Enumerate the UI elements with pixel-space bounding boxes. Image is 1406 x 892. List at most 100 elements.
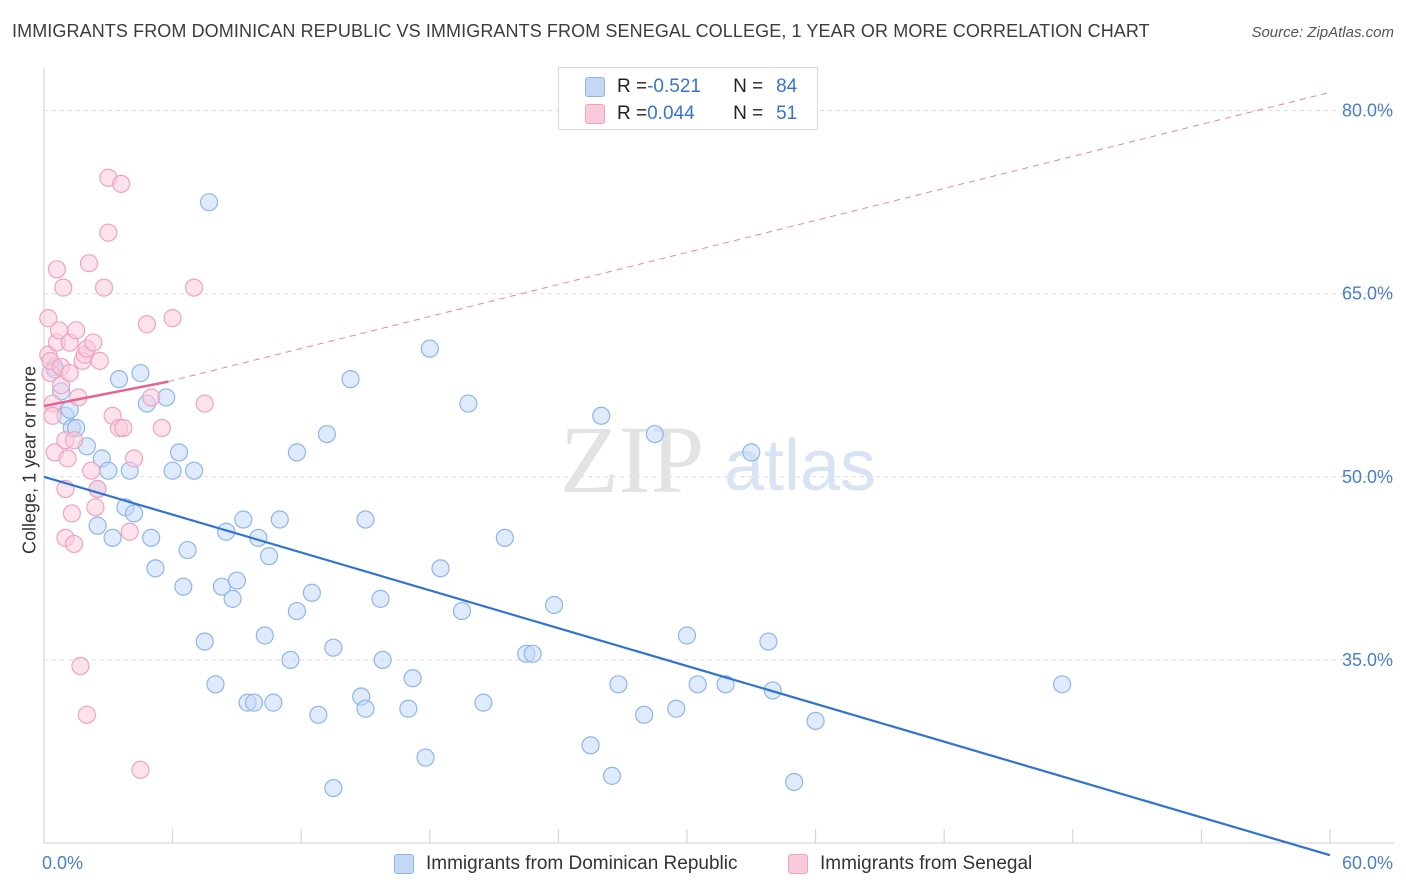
watermark-atlas: atlas bbox=[724, 426, 876, 506]
watermark-zip: ZIP bbox=[560, 406, 704, 513]
point-s0-43 bbox=[287, 601, 307, 621]
point-s0-69 bbox=[592, 406, 611, 425]
point-s1-47 bbox=[152, 418, 171, 438]
point-s1-45 bbox=[137, 315, 156, 334]
point-s0-48 bbox=[324, 778, 343, 798]
point-s0-26 bbox=[184, 461, 204, 480]
chart-title: IMMIGRANTS FROM DOMINICAN REPUBLIC VS IM… bbox=[12, 21, 1150, 41]
point-s0-75 bbox=[677, 626, 697, 645]
point-s1-21 bbox=[64, 534, 84, 554]
legend-n-label-1: N = bbox=[733, 103, 764, 124]
point-s0-17 bbox=[131, 363, 150, 383]
point-s0-83 bbox=[1052, 675, 1072, 694]
point-s0-12 bbox=[99, 461, 118, 480]
point-s0-16 bbox=[124, 504, 144, 523]
point-s0-62 bbox=[459, 394, 478, 413]
point-s1-27 bbox=[77, 705, 96, 724]
point-s1-50 bbox=[195, 394, 214, 413]
point-s1-40 bbox=[112, 174, 131, 193]
y-tick-label-1: 65.0% bbox=[1342, 284, 1393, 304]
point-s1-35 bbox=[94, 278, 114, 297]
series-legend-label-1: Immigrants from Senegal bbox=[820, 853, 1033, 874]
point-s0-81 bbox=[785, 772, 804, 792]
point-s0-79 bbox=[759, 632, 778, 651]
point-s1-19 bbox=[62, 504, 81, 523]
point-s0-72 bbox=[635, 705, 654, 724]
point-s0-53 bbox=[356, 510, 375, 529]
point-s0-52 bbox=[356, 699, 375, 718]
axes bbox=[43, 68, 1394, 844]
point-s1-42 bbox=[120, 522, 139, 541]
point-s0-19 bbox=[142, 528, 161, 547]
point-s0-73 bbox=[645, 424, 664, 444]
point-s1-48 bbox=[163, 309, 182, 328]
point-s0-70 bbox=[602, 766, 622, 785]
point-s0-39 bbox=[259, 547, 279, 566]
point-s0-71 bbox=[609, 675, 628, 694]
point-s0-61 bbox=[452, 601, 472, 621]
point-s0-63 bbox=[474, 693, 493, 712]
y-tick-label-2: 50.0% bbox=[1342, 467, 1393, 487]
trend-line-1 bbox=[43, 380, 169, 408]
point-s1-16 bbox=[58, 449, 77, 468]
legend-n-value-1: 51 bbox=[776, 103, 798, 124]
point-s0-60 bbox=[431, 559, 450, 578]
legend-r-value-0: -0.521 bbox=[647, 76, 701, 97]
point-s0-78 bbox=[742, 443, 761, 462]
point-s0-54 bbox=[371, 589, 390, 608]
point-s0-66 bbox=[523, 644, 542, 663]
watermark: ZIP atlas bbox=[560, 406, 876, 513]
gridlines bbox=[44, 110, 1394, 661]
legend-swatch-0 bbox=[585, 77, 605, 97]
point-s1-12 bbox=[54, 278, 73, 297]
point-s0-36 bbox=[244, 693, 264, 712]
point-s1-44 bbox=[131, 760, 150, 779]
point-s1-5 bbox=[43, 406, 62, 425]
series-legend-swatch-0 bbox=[394, 854, 414, 874]
legend-swatch-1 bbox=[585, 104, 605, 124]
point-s0-38 bbox=[255, 626, 274, 645]
tick-labels: 80.0% 65.0% 50.0% 35.0% 0.0% 60.0% bbox=[42, 101, 1393, 873]
point-s0-13 bbox=[109, 370, 129, 389]
point-s0-41 bbox=[270, 510, 289, 529]
series-legend-item-0[interactable]: Immigrants from Dominican Republic bbox=[394, 853, 738, 875]
x-tick-label-0: 0.0% bbox=[42, 853, 83, 873]
legend-n-label-0: N = bbox=[733, 76, 764, 97]
point-s1-32 bbox=[86, 498, 105, 517]
point-s0-76 bbox=[688, 675, 707, 694]
point-s0-20 bbox=[146, 559, 165, 578]
stats-legend: R = -0.521 N = 84 R = 0.044 N = 51 bbox=[558, 67, 818, 130]
stats-legend-row-1: R = 0.044 N = 51 bbox=[585, 102, 797, 126]
series-1 bbox=[39, 168, 214, 779]
point-s1-24 bbox=[71, 656, 90, 676]
point-s1-43 bbox=[124, 449, 144, 468]
trend-layer bbox=[43, 91, 1331, 857]
point-s0-40 bbox=[264, 693, 283, 712]
point-s1-31 bbox=[84, 333, 103, 352]
point-s0-23 bbox=[169, 443, 189, 462]
point-s0-33 bbox=[227, 571, 246, 590]
point-s0-25 bbox=[178, 540, 197, 560]
point-s1-49 bbox=[184, 278, 204, 297]
point-s0-67 bbox=[545, 595, 564, 615]
point-s0-9 bbox=[88, 516, 107, 535]
point-s0-31 bbox=[217, 522, 236, 541]
y-tick-label-3: 35.0% bbox=[1342, 650, 1393, 670]
series-legend-item-1[interactable]: Immigrants from Senegal bbox=[788, 853, 1032, 875]
point-s0-32 bbox=[223, 589, 242, 608]
point-s0-42 bbox=[281, 650, 300, 670]
x-tick-label-1: 60.0% bbox=[1342, 853, 1393, 873]
point-s0-74 bbox=[667, 699, 686, 718]
point-s0-34 bbox=[234, 510, 253, 529]
point-s0-49 bbox=[324, 638, 343, 657]
point-s0-50 bbox=[341, 370, 360, 389]
point-s0-28 bbox=[199, 193, 219, 212]
series-legend: Immigrants from Dominican Republic Immig… bbox=[0, 850, 1406, 880]
point-s1-46 bbox=[142, 388, 161, 407]
point-s0-22 bbox=[163, 461, 182, 480]
point-s0-77 bbox=[716, 675, 735, 694]
trend-line-0 bbox=[43, 475, 1331, 857]
legend-r-label-0: R = bbox=[617, 76, 648, 97]
point-s0-11 bbox=[103, 528, 122, 547]
